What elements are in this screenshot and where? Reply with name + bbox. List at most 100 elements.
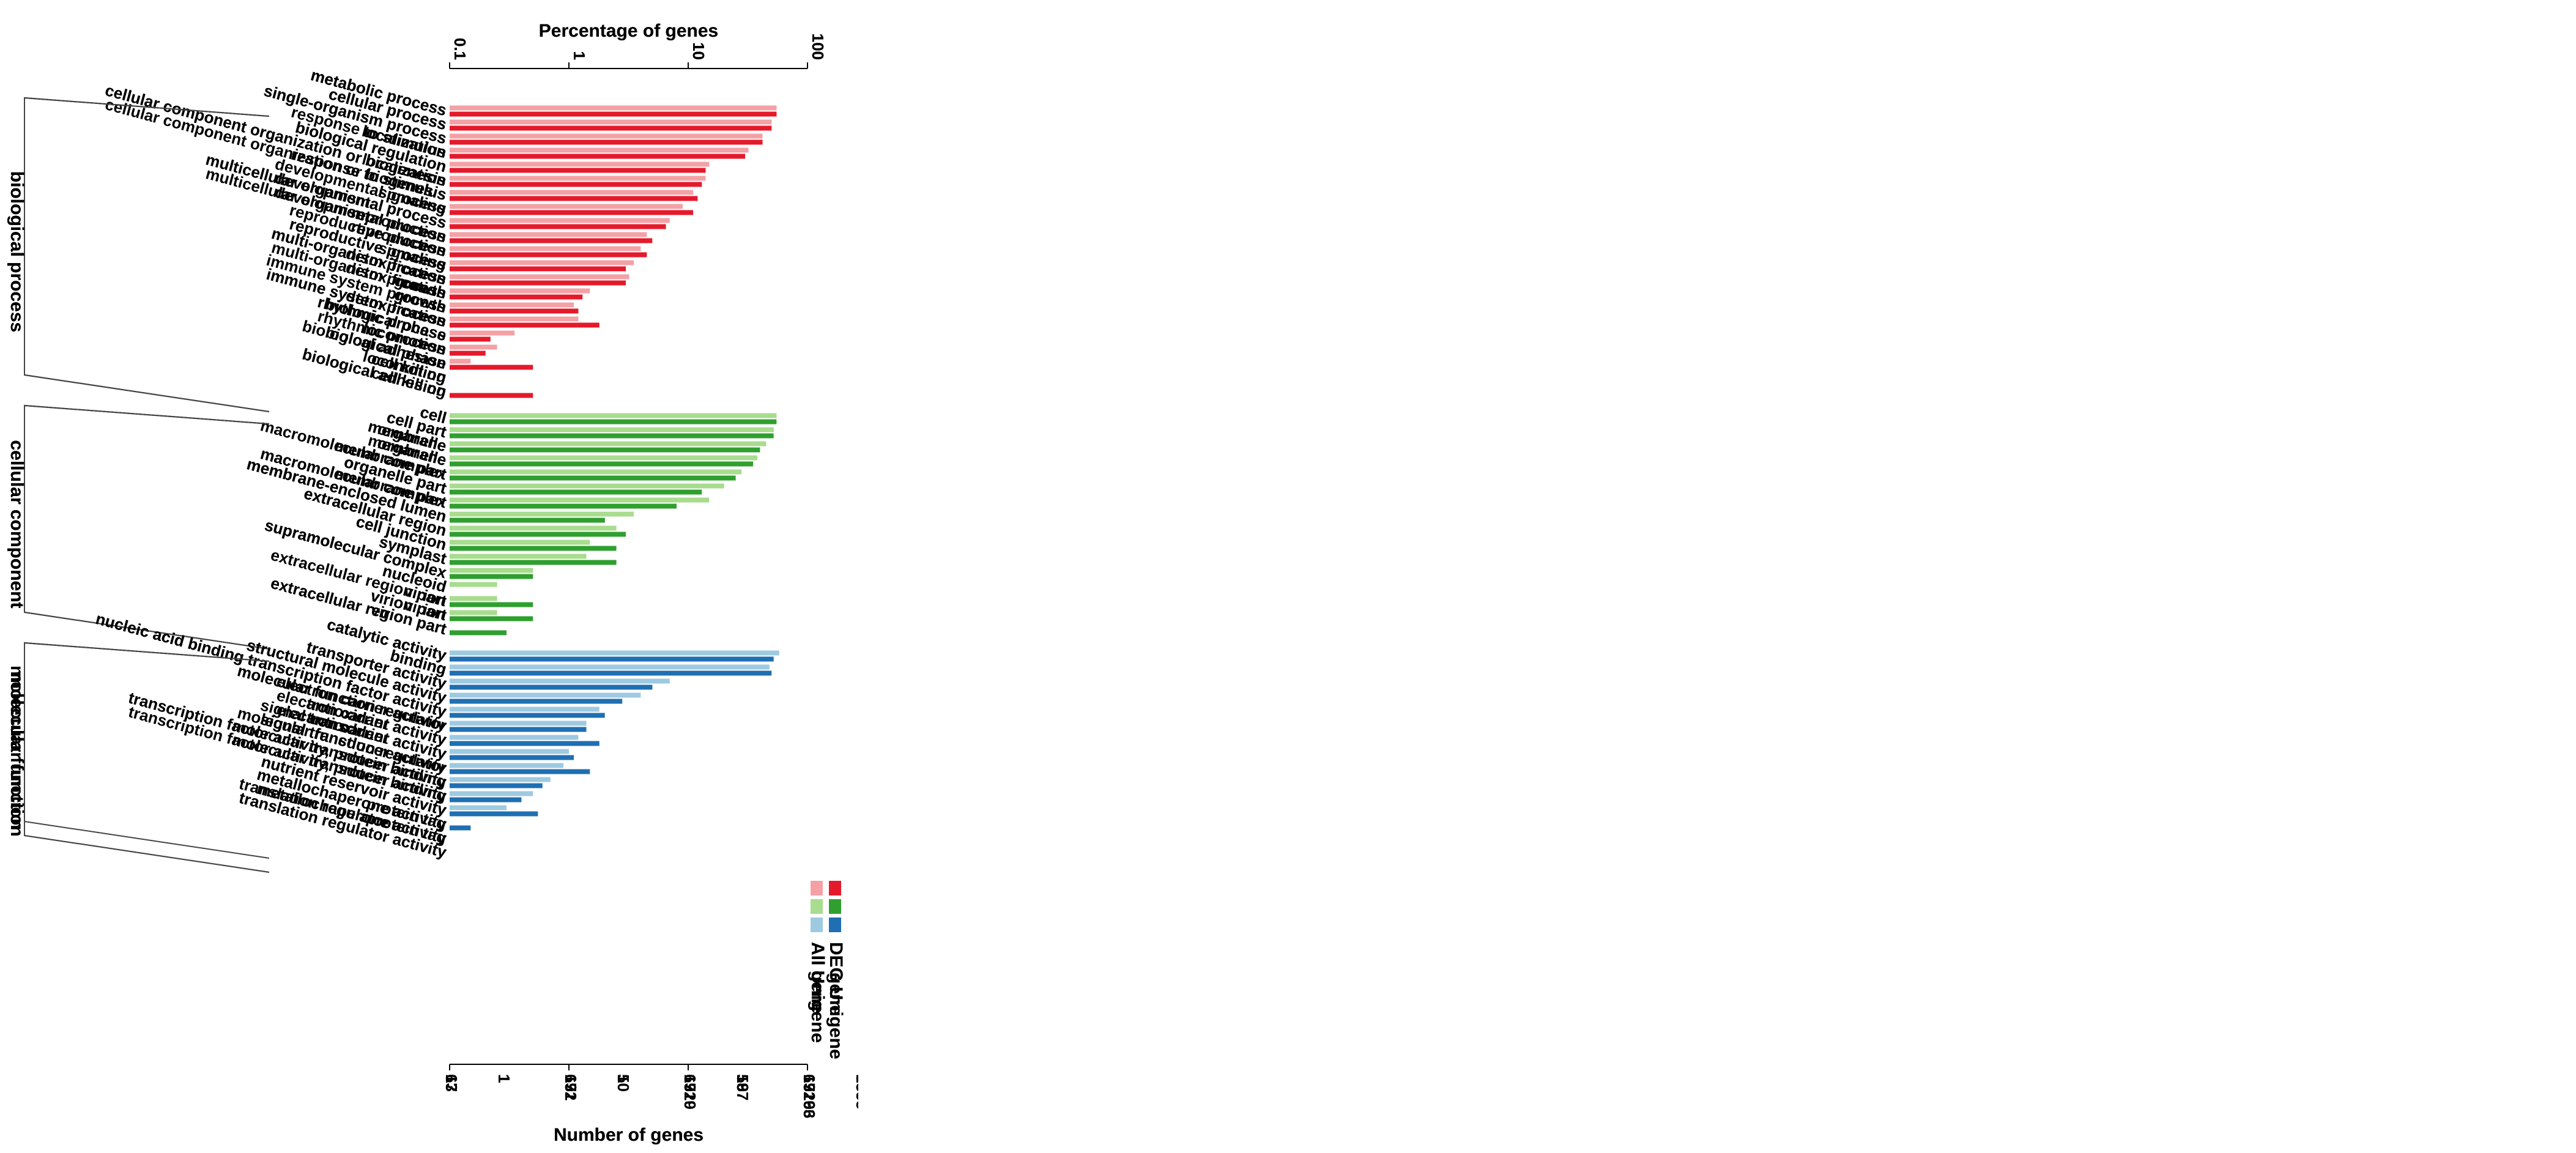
bar-deg: [450, 168, 706, 173]
bar-all: [450, 147, 713, 153]
group-label: biological process: [7, 171, 27, 332]
bottom-tick-deg: 5: [614, 1074, 633, 1083]
bar-all: [450, 302, 574, 308]
bar-deg: [450, 475, 706, 481]
bar-deg: [450, 447, 754, 453]
bar-all: [450, 692, 626, 698]
bottom-tick-all: 132: [562, 1074, 580, 1100]
bar-all: [450, 791, 533, 796]
bar-all: [450, 190, 694, 195]
top-tick-label: 0.1: [451, 38, 469, 60]
bar-deg: [450, 616, 533, 621]
bar-deg: [450, 727, 533, 732]
top-tick-label: 100: [809, 34, 827, 60]
bottom-tick-all: 69: [562, 1074, 580, 1092]
bottom-tick-deg: 195: [853, 1074, 858, 1100]
bottom-tick-deg: 1075: [853, 1074, 858, 1110]
bottom-tick-all: 13296: [800, 1074, 818, 1118]
group-label: biological process: [7, 171, 27, 332]
bar-all: [450, 525, 617, 531]
bottom-tick-deg: 1: [495, 1074, 513, 1083]
bottom-tick-deg: 587: [853, 1074, 858, 1100]
bar-all: [450, 554, 587, 559]
top-tick-label: 1: [570, 51, 588, 60]
bar-deg: [450, 336, 480, 342]
bar-deg: [450, 684, 653, 690]
legend-label-deg: DE gene: [826, 942, 846, 1015]
bar-deg: [450, 825, 471, 831]
top-tick-label: 0.1: [451, 38, 469, 60]
bar-deg: [450, 139, 758, 145]
bar-deg: [450, 755, 574, 760]
legend-label-deg: DEG Unigene: [826, 942, 846, 1059]
top-axis-title: Percentage of genes: [539, 21, 718, 41]
bar-deg: [450, 656, 774, 662]
bar-all: [450, 539, 590, 545]
bottom-tick-all: 171: [562, 1074, 580, 1100]
chart-panel-2: Percentage of genes 0.1 1 10 100 metabolic pr…: [0, 0, 858, 1153]
bar-all: [450, 288, 583, 294]
bar-all: [450, 246, 641, 251]
bar-all: [450, 330, 515, 336]
bar-all: [450, 650, 772, 656]
bar-all: [450, 413, 777, 418]
bar-deg: [450, 252, 629, 258]
bar-deg: [450, 280, 626, 286]
group-label: molecular function: [7, 672, 27, 836]
legend-swatch-all: [811, 881, 823, 895]
group-label: molecular function: [7, 672, 27, 836]
bar-deg: [450, 350, 486, 356]
bar-all: [450, 721, 587, 726]
bottom-tick-all: 13: [442, 1074, 461, 1092]
bar-all: [450, 497, 688, 503]
bar-all: [450, 260, 634, 265]
bar-deg: [450, 741, 599, 746]
bar-all: [450, 316, 579, 322]
bar-deg: [450, 393, 533, 398]
bar-all: [450, 582, 471, 587]
bottom-tick-deg: 10: [614, 1074, 633, 1092]
bar-deg: [450, 699, 623, 704]
bottom-tick-deg: 19: [733, 1074, 752, 1092]
bar-all: [450, 204, 683, 209]
group-label: cellular component: [7, 440, 27, 608]
bar-deg: [450, 294, 564, 300]
top-tick-label: 10: [689, 42, 708, 60]
bar-deg: [450, 308, 579, 314]
bar-all: [450, 582, 497, 587]
bar-deg: [450, 433, 766, 439]
group-bracket: [24, 97, 270, 412]
bottom-tick-all: 1329: [681, 1074, 699, 1110]
bar-all: [450, 218, 670, 223]
legend-swatch-all: [811, 918, 823, 932]
bar-all: [450, 777, 515, 782]
legend-label-all: All gene: [807, 942, 828, 1014]
bar-all: [450, 511, 634, 517]
bottom-axis-title: Number of genes: [554, 1125, 703, 1145]
bar-all: [450, 176, 706, 181]
bar-deg: [450, 210, 677, 215]
group-label: cellular component: [7, 440, 27, 608]
bar-deg: [450, 266, 626, 272]
bar-deg: [450, 713, 605, 718]
bar-deg: [450, 322, 599, 328]
legend-swatch-all: [811, 899, 823, 914]
bar-deg: [450, 182, 702, 187]
bar-all: [450, 105, 777, 111]
bar-all: [450, 568, 533, 573]
bar-all: [450, 596, 497, 601]
legend-label-all: All Unigene: [807, 942, 828, 1043]
group-label: cellular component: [7, 440, 27, 608]
bar-all: [450, 427, 774, 432]
bar-deg: [450, 517, 533, 523]
legend-label-all: All Unigene: [807, 942, 828, 1043]
bottom-tick-deg: 1: [495, 1074, 513, 1083]
bar-deg: [450, 811, 538, 817]
bottom-tick-all: 17: [442, 1074, 461, 1092]
group-label: molecular function: [7, 665, 27, 829]
bottom-tick-all: 1710: [681, 1074, 699, 1110]
bar-deg: [450, 489, 683, 495]
bar-all: [450, 274, 629, 280]
